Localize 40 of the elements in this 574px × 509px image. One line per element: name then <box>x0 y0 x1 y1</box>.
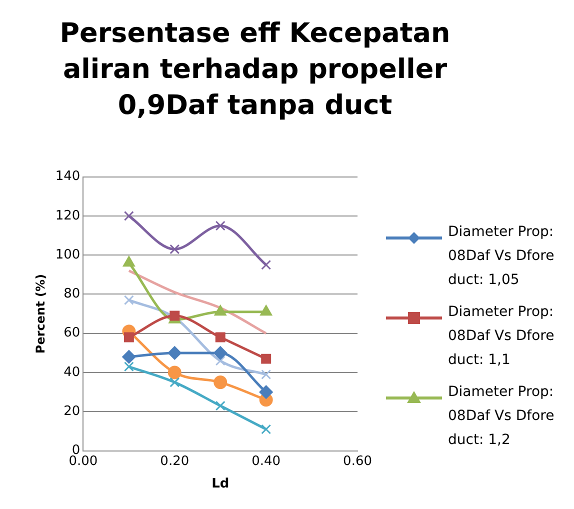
legend-label: Diameter Prop: 08Daf Vs Dfore duct: 1,1 <box>448 303 556 370</box>
y-tick-label: 140 <box>55 169 80 184</box>
legend-label: Diameter Prop: 08Daf Vs Dfore duct: 1,2 <box>448 383 556 450</box>
x-tick-label: 0.60 <box>343 454 372 469</box>
y-tick-label: 20 <box>64 404 80 420</box>
y-tick-label: 120 <box>55 208 80 224</box>
y-tick-label: 40 <box>64 364 80 380</box>
point <box>168 346 182 360</box>
point <box>124 295 134 306</box>
y-axis-title: Percent (%) <box>33 274 48 354</box>
point <box>215 400 226 411</box>
point <box>124 210 134 221</box>
point <box>214 305 226 316</box>
legend-label: Diameter Prop: 08Daf Vs Dfore duct: 1,05 <box>448 223 556 290</box>
y-tick-label: 60 <box>64 326 80 341</box>
point <box>124 362 134 372</box>
y-tick-label: 80 <box>64 286 80 302</box>
point <box>261 260 272 270</box>
point <box>261 354 272 364</box>
x-tick-label: 0.20 <box>160 454 190 469</box>
point <box>168 366 182 380</box>
point <box>124 332 134 342</box>
point <box>215 332 226 342</box>
x-axis-title: Ld <box>212 476 230 492</box>
point <box>214 346 228 360</box>
line-series <box>128 269 268 335</box>
point <box>260 305 272 316</box>
point <box>214 376 228 390</box>
point <box>261 369 272 380</box>
point <box>261 424 272 434</box>
x-tick-label: 0.40 <box>252 454 281 469</box>
point <box>215 356 226 366</box>
point <box>215 220 226 231</box>
y-tick-label: 100 <box>55 247 80 262</box>
point <box>122 350 136 364</box>
chart-title: Persentase eff Kecepatan aliran terhadap propeller 0,9Daf tanpa duct <box>58 17 452 123</box>
point <box>122 256 135 267</box>
point <box>259 385 273 399</box>
point <box>170 244 180 254</box>
point <box>170 377 180 388</box>
